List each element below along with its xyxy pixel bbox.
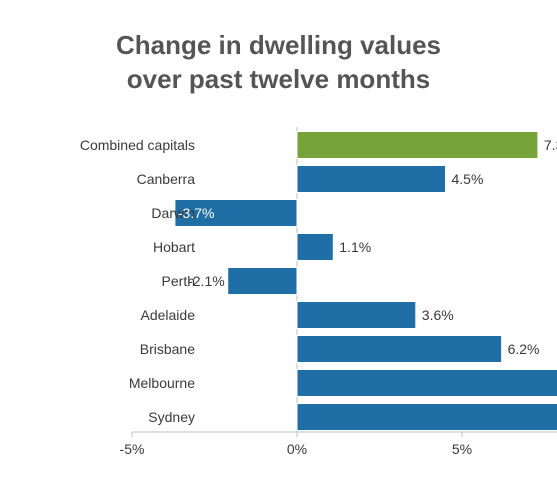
value-label: 4.5% bbox=[452, 171, 484, 187]
bar-sydney bbox=[296, 403, 557, 431]
category-label: Hobart bbox=[153, 239, 195, 255]
x-tick-label: -5% bbox=[120, 441, 145, 457]
category-label: Sydney bbox=[148, 409, 195, 425]
bar-canberra bbox=[296, 165, 446, 193]
value-label: 6.2% bbox=[508, 341, 540, 357]
x-tick-label: 0% bbox=[287, 441, 307, 457]
chart-title: Change in dwelling values over past twel… bbox=[0, 28, 557, 96]
category-label: Melbourne bbox=[129, 375, 195, 391]
chart-title-line-1: Change in dwelling values bbox=[115, 30, 442, 60]
category-label: Brisbane bbox=[140, 341, 195, 357]
chart-title-line-2: over past twelve months bbox=[126, 64, 431, 94]
bar-darwin bbox=[174, 199, 298, 227]
category-label: Adelaide bbox=[141, 307, 196, 323]
bar-perth bbox=[227, 267, 298, 295]
category-label: Canberra bbox=[137, 171, 196, 187]
bar-melbourne bbox=[296, 369, 557, 397]
value-label: -2.1% bbox=[188, 273, 225, 289]
value-label: 7.3% bbox=[544, 137, 557, 153]
bar-adelaide bbox=[296, 301, 417, 329]
category-label: Darwin bbox=[151, 205, 195, 221]
bar-combined-capitals bbox=[296, 131, 539, 159]
category-label: Combined capitals bbox=[80, 137, 195, 153]
x-tick-label: 5% bbox=[452, 441, 472, 457]
value-label: 3.6% bbox=[422, 307, 454, 323]
category-label: Perth bbox=[162, 273, 195, 289]
bar-brisbane bbox=[296, 335, 503, 363]
value-label: -3.7% bbox=[178, 205, 215, 221]
bar-hobart bbox=[296, 233, 334, 261]
value-label: 1.1% bbox=[339, 239, 371, 255]
